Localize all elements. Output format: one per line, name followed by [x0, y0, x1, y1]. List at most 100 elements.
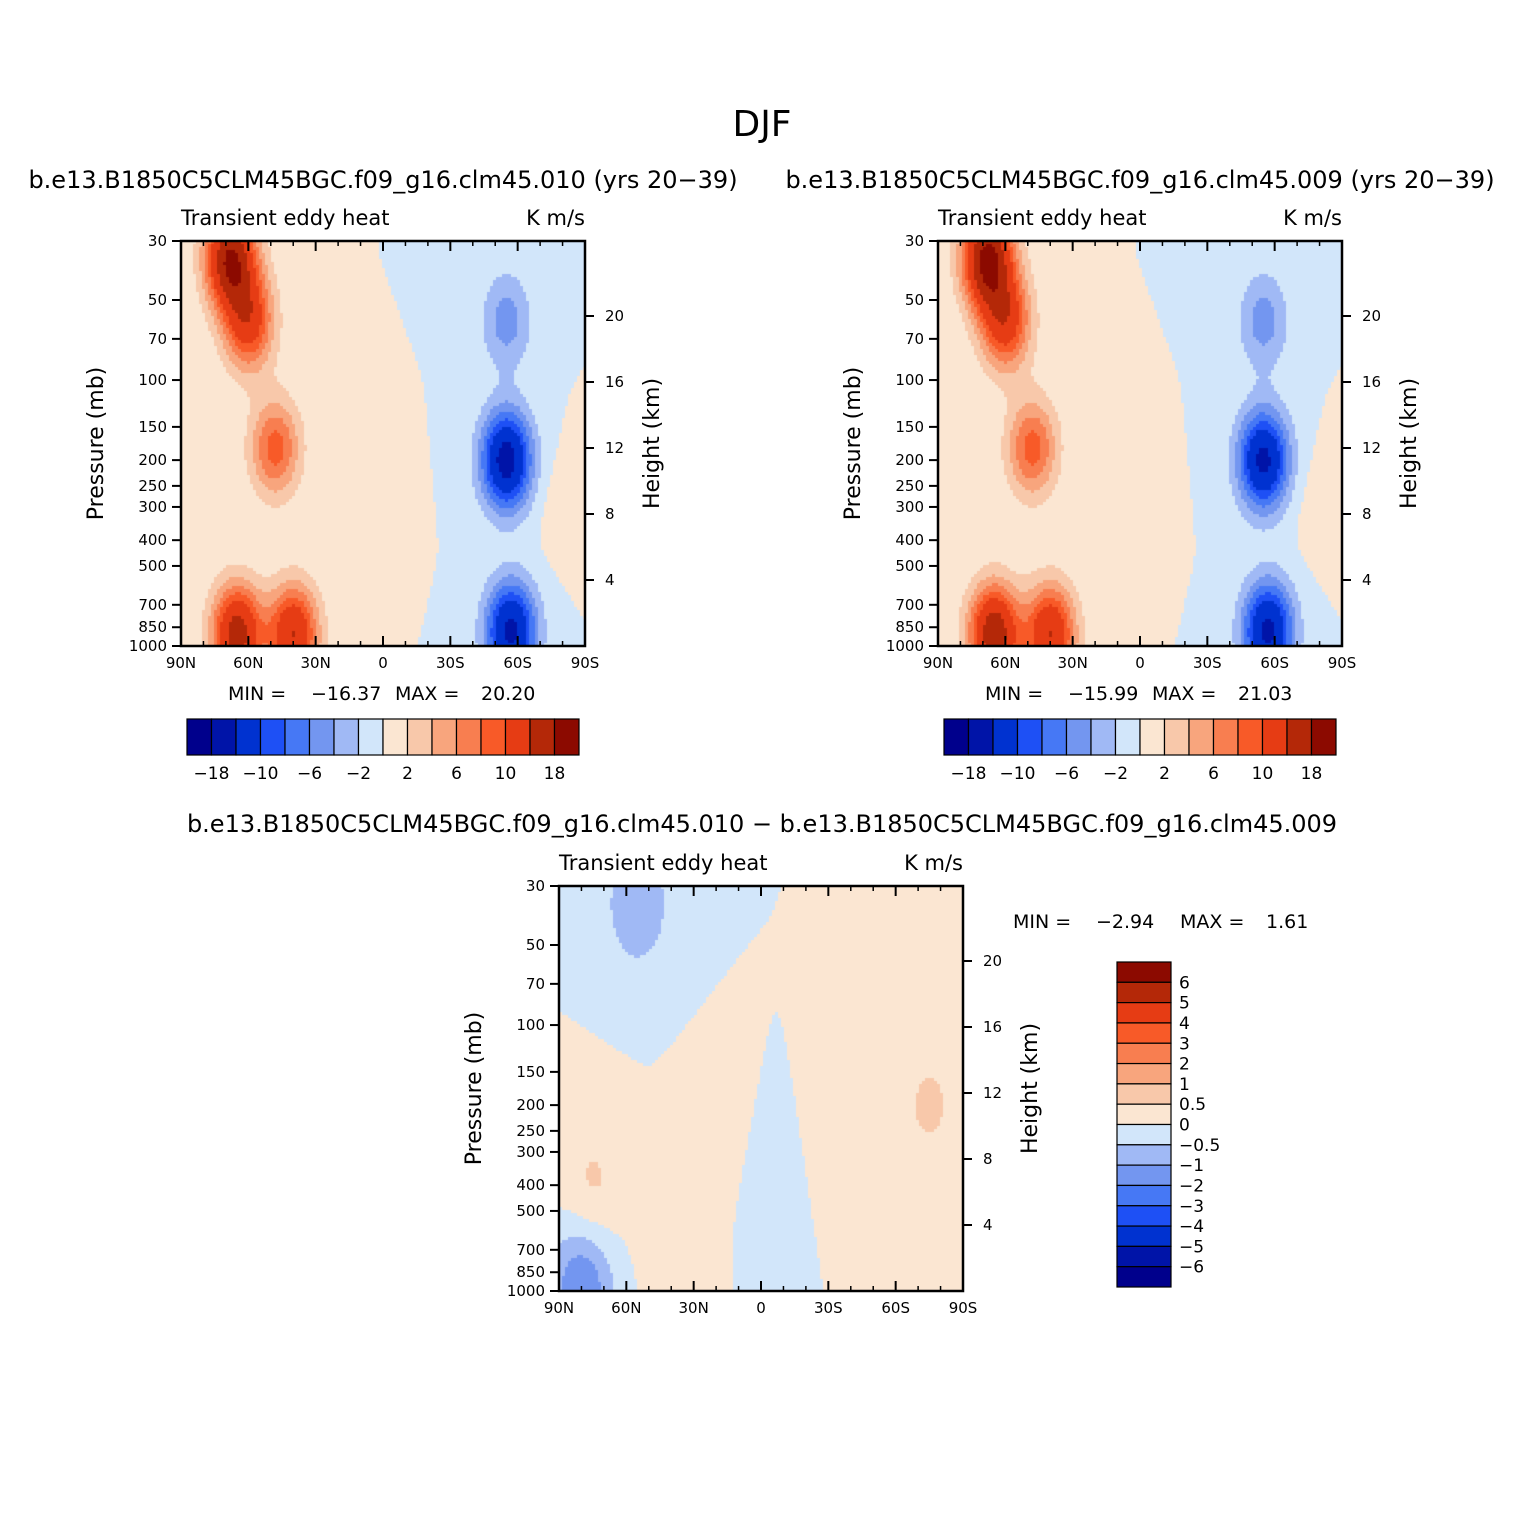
y-tick-label: 70	[148, 330, 167, 348]
colorbar-swatch	[1116, 981, 1172, 1004]
y-tick-label: 30	[148, 232, 167, 250]
diff-title: b.e13.B1850C5CLM45BGC.f09_g16.clm45.010 …	[187, 810, 1337, 838]
y-tick-label: 1000	[129, 637, 167, 655]
y-tick-label: 1000	[507, 1282, 545, 1300]
max-value: 20.20	[481, 683, 535, 705]
y-axis-title: Pressure (mb)	[841, 367, 866, 521]
x-tick-label: 90S	[949, 1299, 978, 1317]
y-right-tick-label: 16	[1362, 373, 1381, 391]
y-tick-label: 850	[516, 1263, 545, 1281]
max-value: 1.61	[1266, 911, 1308, 933]
colorbar-label: −6	[1179, 1258, 1204, 1278]
y-tick-label: 300	[138, 498, 167, 516]
min-label: MIN =	[1013, 911, 1071, 933]
units-label: K m/s	[526, 206, 585, 230]
y-tick-label: 50	[905, 291, 924, 309]
x-tick-label: 90S	[571, 654, 600, 672]
contour-field	[938, 241, 1342, 646]
colorbar-label: −2	[1103, 764, 1128, 784]
colorbar-label: 6	[1208, 764, 1219, 784]
colorbar-swatch	[1116, 1164, 1172, 1187]
colorbar-label: −2	[1179, 1176, 1204, 1196]
x-tick-label: 30S	[1193, 654, 1222, 672]
y-tick-label: 150	[138, 418, 167, 436]
x-tick-label: 60N	[233, 654, 263, 672]
x-tick-label: 60N	[990, 654, 1020, 672]
y-tick-label: 100	[138, 371, 167, 389]
colorbar-swatch	[1116, 1225, 1172, 1247]
y-tick-label: 1000	[886, 637, 924, 655]
colorbar-swatch	[1065, 718, 1092, 756]
y-right-tick-label: 16	[983, 1018, 1002, 1036]
y-right-tick-label: 12	[983, 1084, 1002, 1102]
y-tick-label: 400	[138, 531, 167, 549]
min-value: −16.37	[311, 683, 381, 705]
y-right-axis-title: Height (km)	[640, 378, 665, 509]
y-right-tick-label: 8	[605, 505, 615, 523]
y-tick-label: 850	[895, 618, 924, 636]
colorbar-label: 0.5	[1179, 1095, 1206, 1115]
y-tick-label: 700	[138, 596, 167, 614]
variable-label: Transient eddy heat	[937, 206, 1146, 230]
y-tick-label: 250	[895, 477, 924, 495]
colorbar-swatch	[1116, 961, 1172, 983]
colorbar-label: −10	[1000, 764, 1036, 784]
y-tick-label: 300	[516, 1143, 545, 1161]
colorbar-label: 6	[451, 764, 462, 784]
colorbar-label: 6	[1179, 973, 1190, 993]
y-tick-label: 100	[516, 1016, 545, 1034]
colorbar-swatch	[553, 718, 580, 756]
colorbar-swatch	[186, 718, 213, 756]
y-right-tick-label: 8	[1362, 505, 1372, 523]
x-tick-label: 0	[378, 654, 388, 672]
y-tick-label: 500	[895, 557, 924, 575]
panel-2: Transient eddy heat K m/s 90N 60N 30N 0 30S 60S…	[841, 206, 1422, 784]
y-tick-label: 200	[516, 1096, 545, 1114]
colorbar-label: −6	[297, 764, 322, 784]
colorbar-label: 3	[1179, 1034, 1190, 1054]
min-label: MIN =	[228, 683, 286, 705]
colorbar-label: 0	[1179, 1116, 1190, 1136]
colorbar-swatch	[284, 718, 311, 756]
colorbar-label: 1	[1179, 1075, 1190, 1095]
y-right-tick-label: 12	[605, 439, 624, 457]
colorbar-swatch	[1116, 1144, 1172, 1166]
y-tick-label: 700	[516, 1241, 545, 1259]
colorbar-swatch	[1090, 718, 1117, 756]
min-label: MIN =	[985, 683, 1043, 705]
x-tick-label: 30N	[679, 1299, 709, 1317]
y-right-tick-label: 12	[1362, 439, 1381, 457]
colorbar-label: 2	[1179, 1055, 1190, 1075]
colorbar-label: 2	[402, 764, 413, 784]
panel-2-title: b.e13.B1850C5CLM45BGC.f09_g16.clm45.009 …	[785, 166, 1494, 194]
colorbar-swatch	[1212, 718, 1239, 756]
colorbar-swatch	[1286, 718, 1313, 756]
colorbar-label: −3	[1179, 1197, 1204, 1217]
y-tick-label: 50	[148, 291, 167, 309]
y-tick-label: 200	[895, 451, 924, 469]
colorbar-swatch	[1116, 1002, 1172, 1024]
x-tick-label: 90N	[544, 1299, 574, 1317]
y-right-tick-label: 4	[983, 1216, 993, 1234]
y-right-tick-label: 4	[605, 571, 615, 589]
x-tick-label: 60S	[1260, 654, 1289, 672]
min-value: −2.94	[1096, 911, 1154, 933]
y-tick-label: 500	[138, 557, 167, 575]
colorbar-label: 18	[1301, 764, 1323, 784]
colorbar-swatch	[210, 718, 237, 756]
x-tick-label: 90S	[1328, 654, 1357, 672]
min-value: −15.99	[1068, 683, 1138, 705]
panel-1-title: b.e13.B1850C5CLM45BGC.f09_g16.clm45.010 …	[28, 166, 737, 194]
contour-field	[181, 241, 585, 646]
max-label: MAX =	[1180, 911, 1244, 933]
colorbar-swatch	[382, 718, 409, 756]
y-right-tick-label: 20	[1362, 307, 1381, 325]
y-tick-label: 850	[138, 618, 167, 636]
y-tick-label: 500	[516, 1202, 545, 1220]
colorbar-swatch	[1116, 1103, 1172, 1126]
colorbar-swatch	[1041, 718, 1068, 756]
colorbar-swatch	[1116, 1266, 1172, 1288]
y-tick-label: 30	[905, 232, 924, 250]
colorbar-label: −6	[1054, 764, 1079, 784]
x-tick-label: 60N	[611, 1299, 641, 1317]
